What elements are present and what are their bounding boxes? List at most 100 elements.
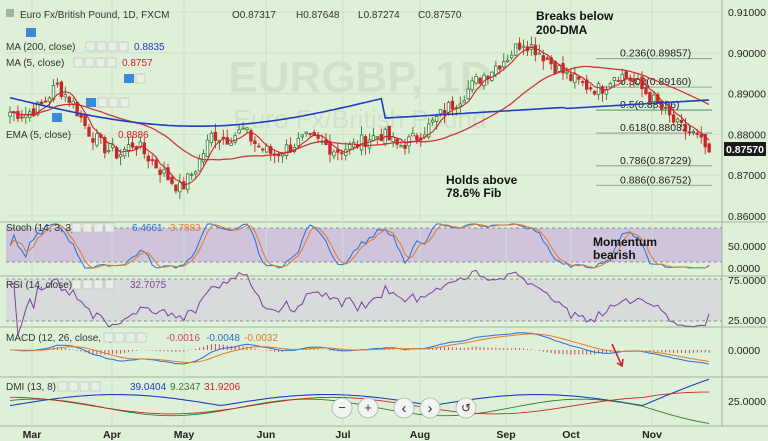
candle-body[interactable] [268,146,273,155]
candle-body[interactable] [466,88,470,100]
candle-body[interactable] [616,79,620,82]
settings-icon[interactable] [135,73,146,84]
reset-chart-button[interactable] [455,397,477,419]
candle-body[interactable] [573,73,577,84]
candle-body[interactable] [213,131,218,141]
candle-body[interactable] [581,81,585,83]
candle-body[interactable] [588,87,593,90]
candle-body[interactable] [648,91,652,103]
candle-body[interactable] [158,169,162,175]
candle-body[interactable] [474,76,478,84]
candle-body[interactable] [664,107,668,109]
candle-body[interactable] [67,96,71,103]
candle-body[interactable] [620,73,624,81]
candle-body[interactable] [253,140,257,145]
study-eye-icon[interactable] [86,98,96,107]
candle-body[interactable] [130,142,135,148]
candle-body[interactable] [691,130,696,133]
candle-body[interactable] [79,113,83,118]
candle-body[interactable] [189,173,194,176]
candle-body[interactable] [494,65,498,75]
dmi-visibility-icon[interactable] [57,381,68,392]
candle-body[interactable] [59,81,64,97]
zoom-in-button[interactable] [357,397,379,419]
dmi-settings-icon[interactable] [68,381,79,392]
ma200-settings-icon[interactable] [85,41,96,52]
candle-body[interactable] [636,79,640,85]
candle-body[interactable] [340,152,344,155]
candle-body[interactable] [138,141,143,148]
candle-body[interactable] [415,135,419,140]
candle-body[interactable] [675,118,680,123]
candle-body[interactable] [505,59,510,63]
scroll-back-button[interactable] [393,397,415,419]
candle-body[interactable] [261,148,265,151]
candle-body[interactable] [557,65,561,72]
candle-body[interactable] [225,137,229,145]
candle-body[interactable] [379,134,383,142]
candle-body[interactable] [166,167,170,181]
candle-body[interactable] [47,97,52,103]
rsi-visibility-icon[interactable] [71,279,82,290]
macd-close-icon[interactable] [136,332,147,343]
stoch-close-icon[interactable] [104,222,115,233]
candle-body[interactable] [336,149,340,153]
candle-body[interactable] [20,116,24,119]
rsi-close-icon[interactable] [104,279,115,290]
chart-nav-controls[interactable]: − + ‹ › ↺ [331,397,477,419]
candle-body[interactable] [312,131,316,137]
candle-body[interactable] [521,45,526,48]
candle-body[interactable] [470,80,474,90]
candle-body[interactable] [687,131,692,134]
candle-body[interactable] [55,82,60,85]
candle-body[interactable] [549,57,553,65]
candle-body[interactable] [592,90,597,95]
ma5-close-icon[interactable] [106,57,117,68]
settings-icon[interactable] [108,97,119,108]
candle-body[interactable] [359,134,364,151]
macd-lock-icon[interactable] [125,332,136,343]
dmi-controls[interactable] [57,381,101,392]
candle-body[interactable] [399,145,403,148]
ma5-controls[interactable] [73,57,117,68]
macd-visibility-icon[interactable] [103,332,114,343]
candle-body[interactable] [308,132,312,135]
candle-body[interactable] [347,144,352,150]
candle-body[interactable] [450,100,455,110]
settings-icon[interactable] [97,97,108,108]
candle-body[interactable] [201,153,206,163]
candle-body[interactable] [304,131,308,134]
candle-body[interactable] [95,133,99,146]
candle-body[interactable] [87,126,91,137]
candle-body[interactable] [43,100,48,103]
stoch-visibility-icon[interactable] [71,222,82,233]
scroll-forward-button[interactable] [419,397,441,419]
candle-body[interactable] [541,55,545,62]
candle-body[interactable] [375,136,380,139]
candle-body[interactable] [300,134,304,138]
candle-body[interactable] [170,176,174,184]
candle-body[interactable] [403,144,407,149]
candle-body[interactable] [162,169,166,174]
candle-body[interactable] [91,138,95,143]
candle-body[interactable] [699,134,703,138]
candle-body[interactable] [316,135,320,139]
candle-body[interactable] [462,100,466,104]
candle-body[interactable] [387,125,391,141]
candle-body[interactable] [509,54,514,59]
candle-body[interactable] [596,83,601,96]
dmi-close-icon[interactable] [90,381,101,392]
candle-body[interactable] [517,42,522,50]
candle-body[interactable] [411,132,415,137]
stoch-settings-icon[interactable] [82,222,93,233]
candle-body[interactable] [367,139,372,149]
candle-body[interactable] [245,127,249,131]
candle-body[interactable] [498,65,502,70]
study-eye-icon[interactable] [52,113,62,122]
candle-body[interactable] [703,134,707,148]
candle-body[interactable] [114,147,119,159]
study-eye-icon[interactable] [124,74,134,83]
candle-body[interactable] [154,159,158,169]
candle-body[interactable] [265,145,269,153]
